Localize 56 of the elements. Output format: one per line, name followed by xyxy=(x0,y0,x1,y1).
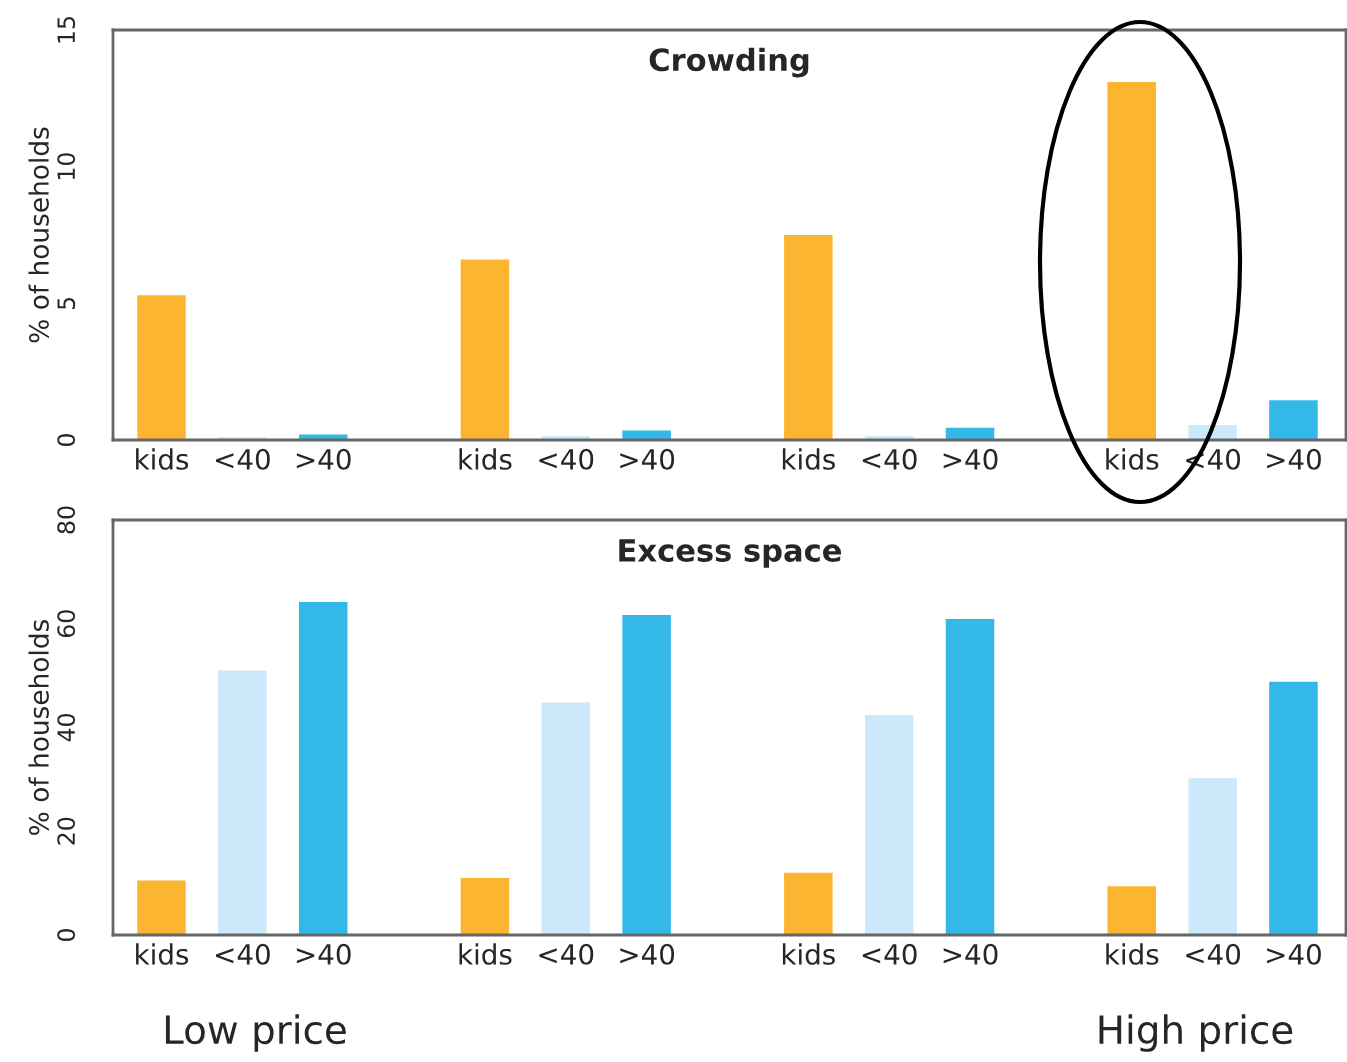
x-tick-label: kids xyxy=(1106,448,1159,470)
bar xyxy=(1188,778,1237,935)
x-tick-label: >40 xyxy=(943,943,998,965)
bar xyxy=(1107,886,1156,935)
bar xyxy=(622,614,671,935)
x-tick-label: >40 xyxy=(1267,943,1321,965)
y-axis-title: % of households xyxy=(28,620,49,835)
x-tick-label: kids xyxy=(459,448,512,470)
bar xyxy=(945,619,995,935)
bar xyxy=(541,702,591,935)
x-tick-label: >40 xyxy=(296,943,351,965)
x-tick-label: <40 xyxy=(215,943,270,965)
bar xyxy=(218,670,267,935)
y-tick-label: 0 xyxy=(57,434,76,446)
x-tick-label: kids xyxy=(459,943,512,965)
text: Low price xyxy=(165,1014,346,1052)
x-tick-label: >40 xyxy=(943,448,998,470)
y-tick-label: 15 xyxy=(57,17,76,43)
bar xyxy=(1269,400,1318,440)
x-tick-label: >40 xyxy=(1267,448,1321,470)
x-tick-label: >40 xyxy=(620,943,675,965)
bar xyxy=(137,295,186,440)
x-tick-label: kids xyxy=(136,943,189,965)
bar xyxy=(784,872,833,935)
x-tick-label: <40 xyxy=(1186,943,1241,965)
y-tick-label: 5 xyxy=(57,297,76,310)
y-tick-label: 20 xyxy=(57,817,76,845)
x-tick-label: <40 xyxy=(539,943,594,965)
bar xyxy=(864,715,914,935)
bar xyxy=(460,877,510,935)
x-tick-label: <40 xyxy=(539,448,594,470)
x-tick-label: kids xyxy=(1106,943,1159,965)
x-tick-label: >40 xyxy=(620,448,675,470)
text: Crowding xyxy=(649,47,809,78)
x-tick-label: <40 xyxy=(215,448,270,470)
x-tick-label: >40 xyxy=(296,448,351,470)
x-tick-label: kids xyxy=(782,448,835,470)
x-tick-label: kids xyxy=(136,448,189,470)
text: Excess space xyxy=(619,539,841,568)
y-tick-label: 60 xyxy=(57,610,76,638)
bar xyxy=(1107,81,1156,440)
y-tick-label: 80 xyxy=(57,506,76,534)
bar xyxy=(784,235,833,440)
y-tick-label: 0 xyxy=(57,929,76,941)
bar xyxy=(137,880,186,935)
x-tick-label: <40 xyxy=(862,448,917,470)
text: High price xyxy=(1099,1014,1293,1052)
y-tick-label: 10 xyxy=(57,153,76,180)
bar xyxy=(622,430,671,440)
y-axis-title: % of households xyxy=(28,127,49,343)
x-tick-label: <40 xyxy=(862,943,917,965)
bar xyxy=(1269,681,1318,935)
y-tick-label: 40 xyxy=(57,714,76,742)
x-tick-label: kids xyxy=(782,943,835,965)
bar xyxy=(460,259,510,440)
bar xyxy=(298,601,348,935)
